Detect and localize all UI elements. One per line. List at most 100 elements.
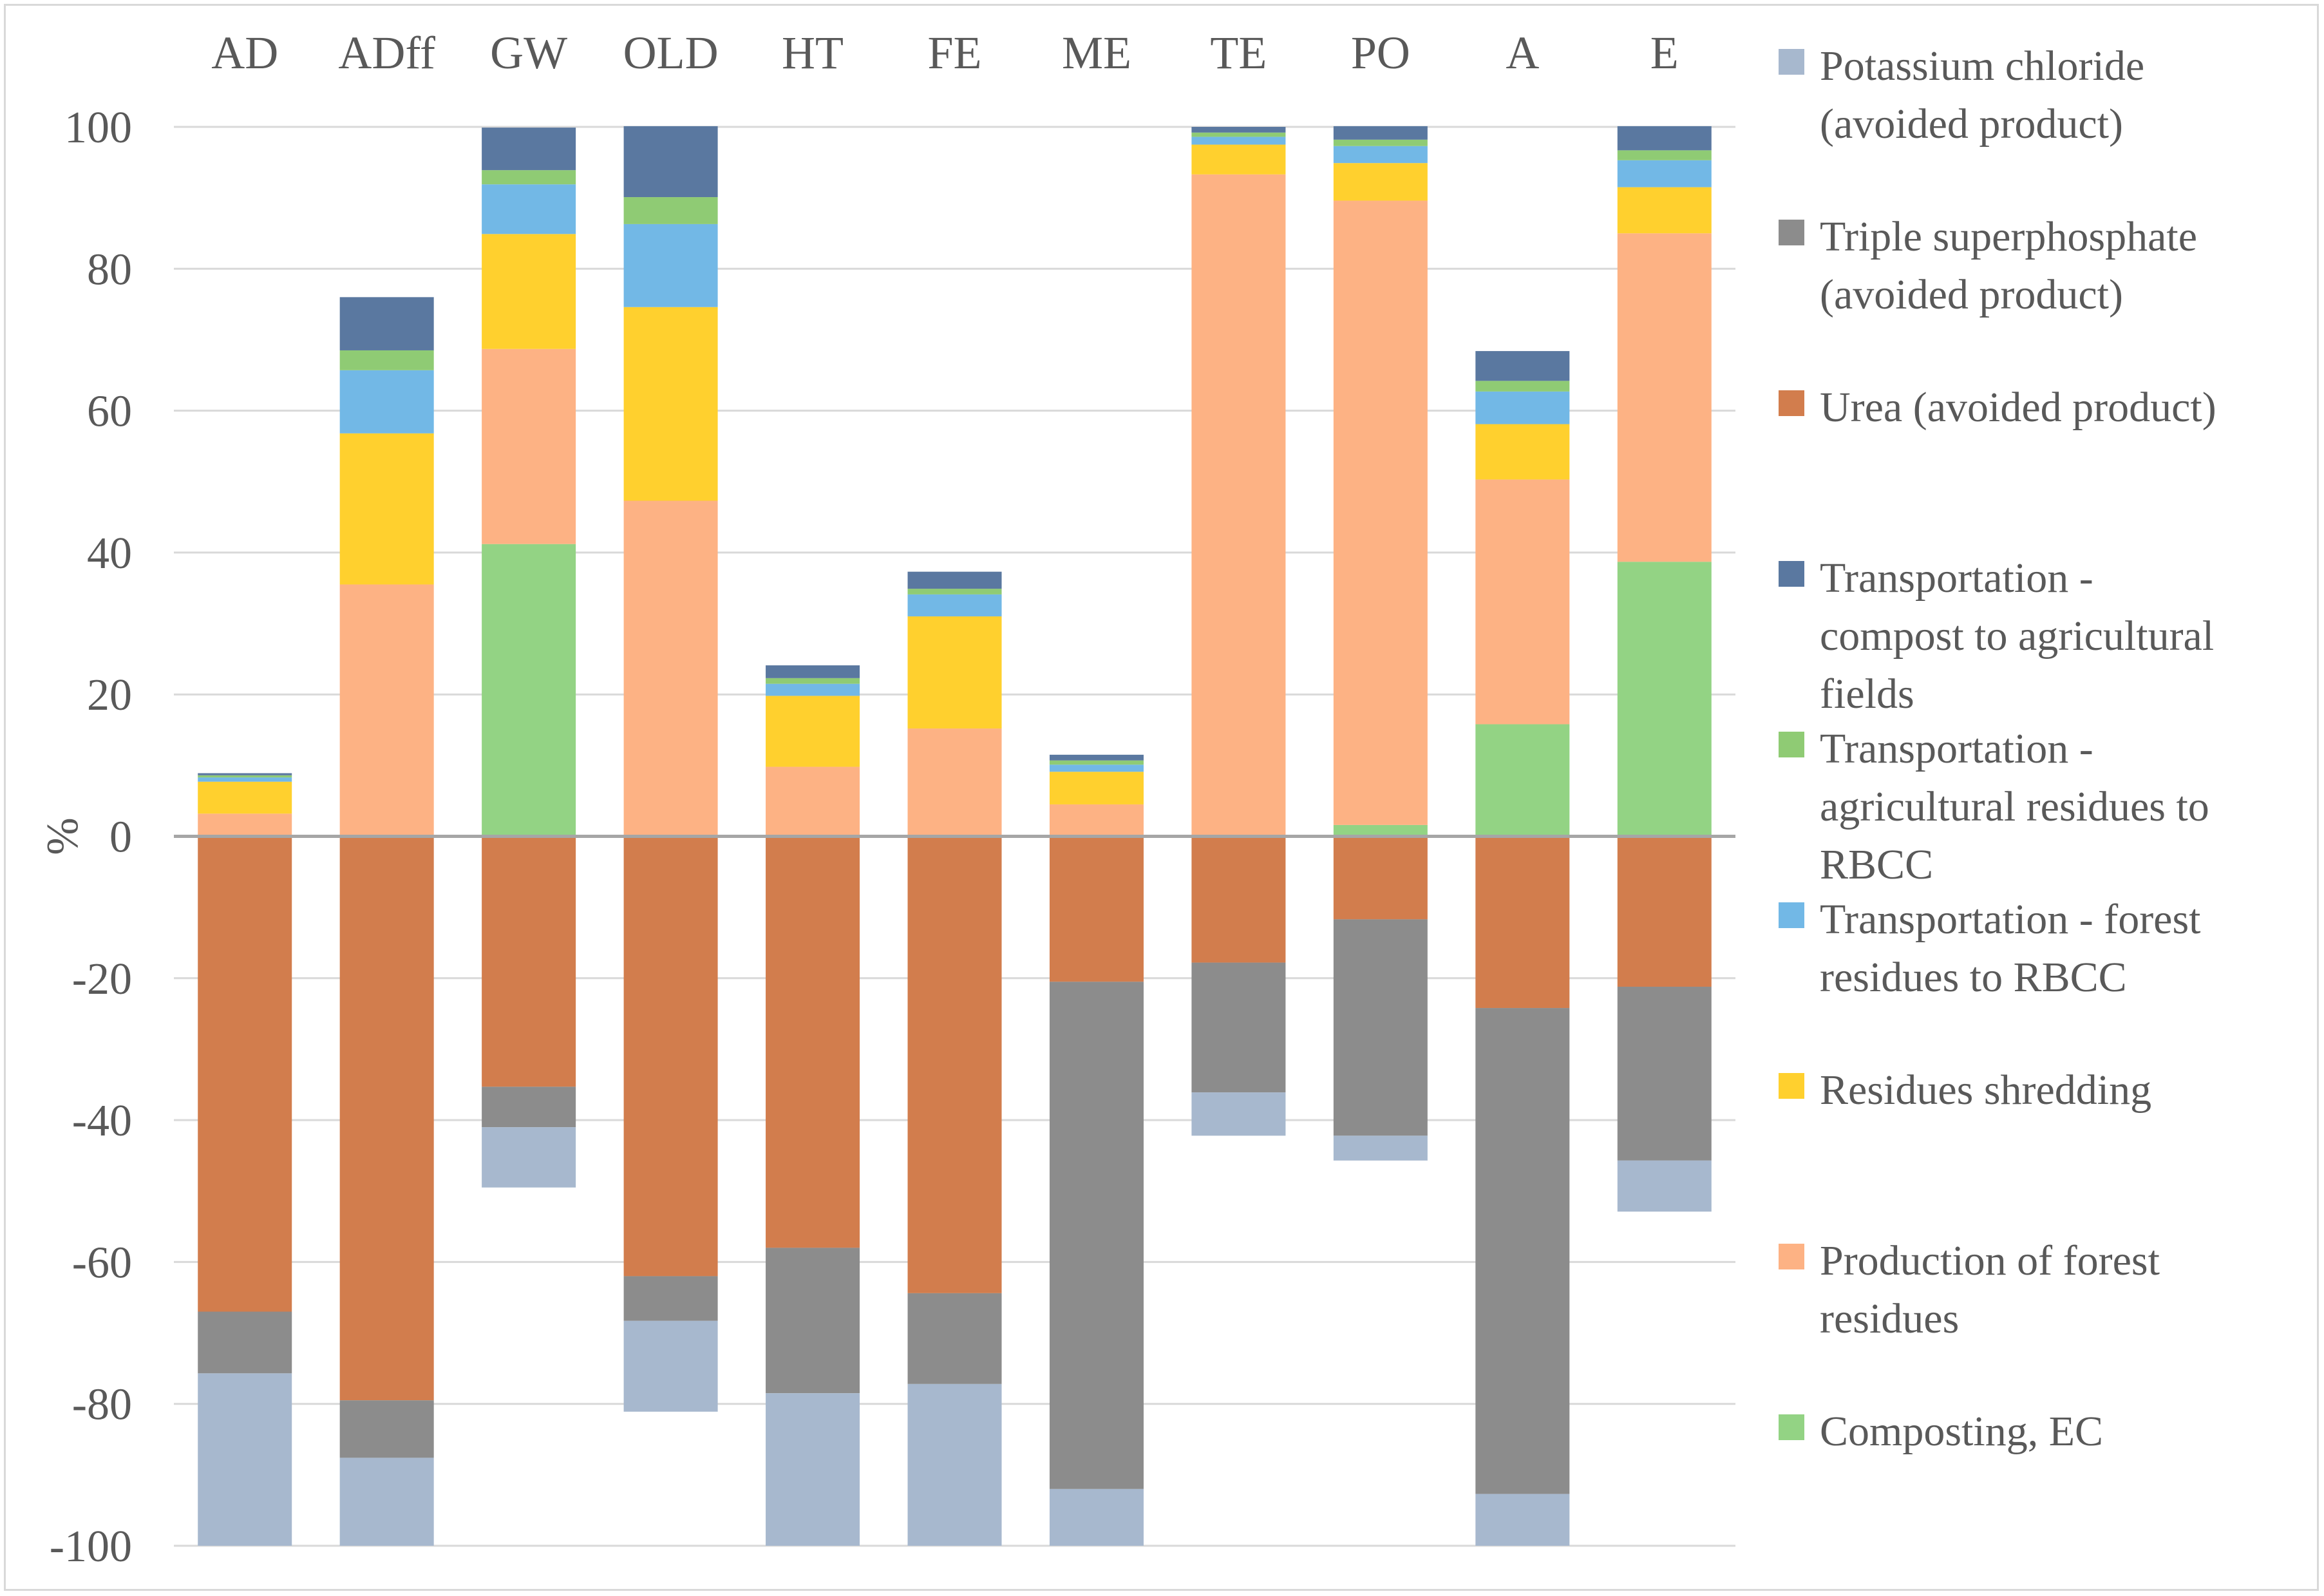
bar-segment <box>907 594 1002 617</box>
legend-swatch <box>1779 49 1804 75</box>
category-label: A <box>1506 27 1539 79</box>
bar-segment <box>1475 381 1570 392</box>
legend-label: Production of forest <box>1820 1237 2160 1284</box>
bar-segment <box>907 589 1002 594</box>
y-tick-label: 60 <box>87 387 132 437</box>
legend-swatch <box>1779 1244 1804 1269</box>
bar-segment <box>339 1400 434 1458</box>
bar-segment <box>339 433 434 585</box>
bar-segment <box>1333 824 1428 837</box>
bar-segment <box>482 1087 576 1128</box>
bar-segment <box>1475 1008 1570 1494</box>
legend-label: (avoided product) <box>1820 100 2123 147</box>
legend-swatch <box>1779 390 1804 416</box>
bar-segment <box>1191 132 1286 137</box>
legend-label: (avoided product) <box>1820 271 2123 318</box>
category-label: HT <box>782 27 844 79</box>
bar-segment <box>1191 962 1286 1093</box>
bar-segment <box>1475 724 1570 837</box>
bar-segment <box>1617 126 1712 151</box>
bar-segment <box>1333 139 1428 146</box>
bar-segment <box>766 836 860 1248</box>
bar-segment <box>1333 200 1428 825</box>
bar-segment <box>623 500 718 837</box>
bar-segment <box>198 775 292 778</box>
y-tick-label: 40 <box>87 529 132 578</box>
legend-swatch <box>1779 902 1804 928</box>
bar-segment <box>482 184 576 234</box>
bar-segment <box>1333 836 1428 920</box>
legend-label: Transportation - forest <box>1820 896 2201 943</box>
bar-segment <box>623 1276 718 1321</box>
bar-segment <box>482 234 576 349</box>
legend-label: Transportation - <box>1820 725 2093 772</box>
bar-segment <box>1475 351 1570 381</box>
bar-segment <box>482 544 576 837</box>
bar-segment <box>766 665 860 678</box>
legend-label: Triple superphosphate <box>1820 213 2197 260</box>
legend-swatch <box>1779 220 1804 245</box>
bar-segment <box>482 348 576 544</box>
bar-segment <box>1333 126 1428 140</box>
bar-segment <box>482 170 576 185</box>
bar-segment <box>766 766 860 837</box>
bar-segment <box>1191 836 1286 963</box>
bar-segment <box>198 781 292 814</box>
bar-segment <box>907 1383 1002 1546</box>
bar-segment <box>907 836 1002 1293</box>
legend-label: RBCC <box>1820 841 1933 888</box>
bar-segment <box>766 678 860 684</box>
category-label: AD <box>211 27 278 79</box>
category-label: PO <box>1351 27 1410 79</box>
legend-label: compost to agricultural <box>1820 613 2214 660</box>
category-label: TE <box>1210 27 1267 79</box>
bar-segment <box>1617 562 1712 837</box>
category-label: OLD <box>623 27 719 79</box>
bar-segment <box>482 1127 576 1188</box>
y-axis-label: % <box>38 817 88 855</box>
bar-segment <box>1617 187 1712 234</box>
bar-segment <box>1049 765 1144 772</box>
bar-segment <box>1475 836 1570 1009</box>
category-label: ME <box>1062 27 1131 79</box>
bars <box>198 126 1712 1546</box>
bar-segment <box>1049 982 1144 1489</box>
bar-segment <box>482 836 576 1087</box>
bar-segment <box>766 683 860 696</box>
bar-segment <box>766 1248 860 1394</box>
bar-segment <box>1049 836 1144 982</box>
bar-segment <box>1475 479 1570 725</box>
bar-segment <box>1191 127 1286 133</box>
bar-segment <box>198 813 292 837</box>
legend-swatch <box>1779 561 1804 587</box>
y-tick-label: 80 <box>87 245 132 294</box>
bar-segment <box>1617 233 1712 562</box>
bar-segment <box>1049 804 1144 837</box>
category-label: FE <box>927 27 981 79</box>
bar-segment <box>623 1320 718 1412</box>
y-tick-label: 20 <box>87 670 132 720</box>
y-tick-label: 0 <box>109 813 132 862</box>
bar-segment <box>766 696 860 767</box>
legend-swatch <box>1779 732 1804 757</box>
bar-segment <box>1333 1135 1428 1161</box>
category-label: GW <box>490 27 567 79</box>
bar-segment <box>1475 424 1570 480</box>
bar-segment <box>1475 1494 1570 1546</box>
bar-segment <box>198 1373 292 1546</box>
bar-segment <box>1191 1092 1286 1136</box>
bar-segment <box>339 297 434 350</box>
y-tick-label: -20 <box>72 955 132 1004</box>
legend-label: residues to RBCC <box>1820 954 2127 1001</box>
bar-segment <box>339 836 434 1401</box>
axes: 100 80 60 40 20 0 -20 -40 -60 -80 -100 AD ADff GW OLD H… <box>38 27 1735 1572</box>
bar-segment <box>1333 919 1428 1136</box>
bar-segment <box>1049 772 1144 804</box>
y-tick-label: 100 <box>64 103 132 153</box>
bar-segment <box>907 1293 1002 1384</box>
bar-segment <box>1049 760 1144 765</box>
legend-swatch <box>1779 1073 1804 1099</box>
bar-segment <box>623 223 718 307</box>
y-tick-label: -80 <box>72 1380 132 1430</box>
